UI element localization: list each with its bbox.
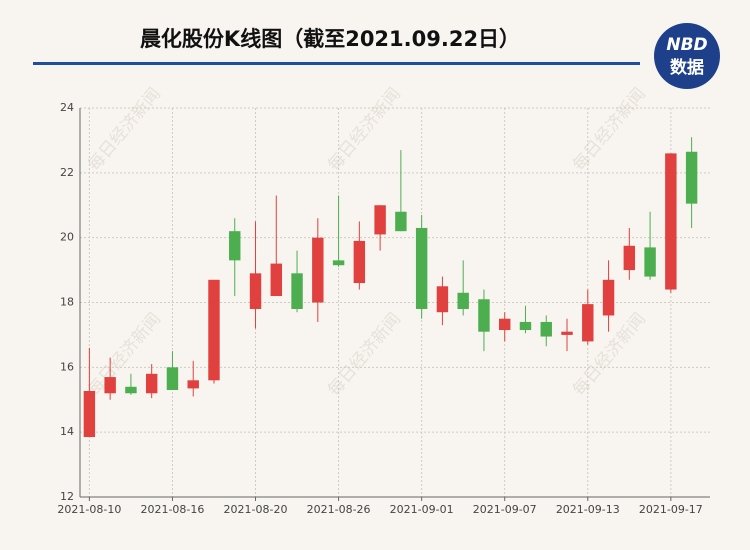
candle-body bbox=[312, 237, 324, 303]
candle-body bbox=[187, 380, 199, 389]
candle-body bbox=[208, 279, 220, 381]
watermark: 每日经济新闻 bbox=[324, 84, 405, 175]
candle-body bbox=[499, 318, 511, 331]
logo-bottom: 数据 bbox=[670, 57, 704, 78]
candle-body bbox=[374, 205, 386, 235]
candle-body bbox=[249, 273, 262, 309]
candle-body bbox=[166, 367, 179, 391]
watermark: 每日经济新闻 bbox=[569, 309, 650, 400]
y-tick-label: 12 bbox=[60, 490, 74, 503]
candle-body bbox=[685, 151, 698, 204]
candle-body bbox=[83, 390, 96, 438]
y-tick-label: 22 bbox=[60, 166, 74, 179]
candle-body bbox=[644, 247, 656, 277]
chart-title: 晨化股份K线图（截至2021.09.22日） bbox=[140, 27, 520, 51]
watermarks: 每日经济新闻 每日经济新闻 每日经济新闻 每日经济新闻 每日经济新闻 每日经济新… bbox=[84, 84, 650, 400]
y-tick-label: 16 bbox=[60, 360, 74, 373]
candle-body bbox=[457, 292, 469, 309]
candle-body bbox=[623, 245, 636, 271]
x-tick-label: 2021-09-01 bbox=[390, 503, 454, 516]
x-tick-label: 2021-09-07 bbox=[473, 503, 537, 516]
x-tick-label: 2021-08-20 bbox=[224, 503, 288, 516]
candle-body bbox=[519, 321, 532, 331]
x-tick-label: 2021-09-13 bbox=[556, 503, 620, 516]
watermark: 每日经济新闻 bbox=[84, 84, 165, 175]
candle-body bbox=[353, 240, 366, 284]
candle-body bbox=[602, 279, 615, 316]
candle-body bbox=[270, 263, 282, 297]
logo bbox=[654, 23, 720, 89]
y-tick-label: 24 bbox=[60, 101, 74, 114]
candle-body bbox=[229, 231, 241, 261]
watermark: 每日经济新闻 bbox=[569, 84, 650, 175]
logo-top: NBD bbox=[666, 35, 707, 55]
candle-body bbox=[145, 373, 158, 394]
x-tick-label: 2021-08-16 bbox=[140, 503, 204, 516]
candle-body bbox=[291, 273, 303, 309]
title-underline bbox=[33, 62, 640, 65]
candle-body bbox=[332, 260, 345, 266]
x-tick-label: 2021-08-10 bbox=[57, 503, 121, 516]
x-tick-label: 2021-08-26 bbox=[307, 503, 371, 516]
y-tick-label: 18 bbox=[60, 296, 74, 309]
y-tick-label: 14 bbox=[60, 425, 74, 438]
watermark: 每日经济新闻 bbox=[324, 309, 405, 400]
candle-body bbox=[415, 227, 428, 309]
candle-body bbox=[125, 386, 137, 394]
y-tick-label: 20 bbox=[60, 231, 74, 244]
x-tick-label: 2021-09-17 bbox=[639, 503, 703, 516]
candle-body bbox=[104, 377, 116, 394]
candle-body bbox=[540, 321, 552, 337]
candle-body bbox=[665, 153, 677, 290]
candle-body bbox=[436, 286, 449, 313]
candle-body bbox=[478, 299, 490, 332]
candle-body bbox=[395, 211, 407, 232]
candle-body bbox=[561, 331, 573, 335]
candle-body bbox=[582, 304, 594, 342]
